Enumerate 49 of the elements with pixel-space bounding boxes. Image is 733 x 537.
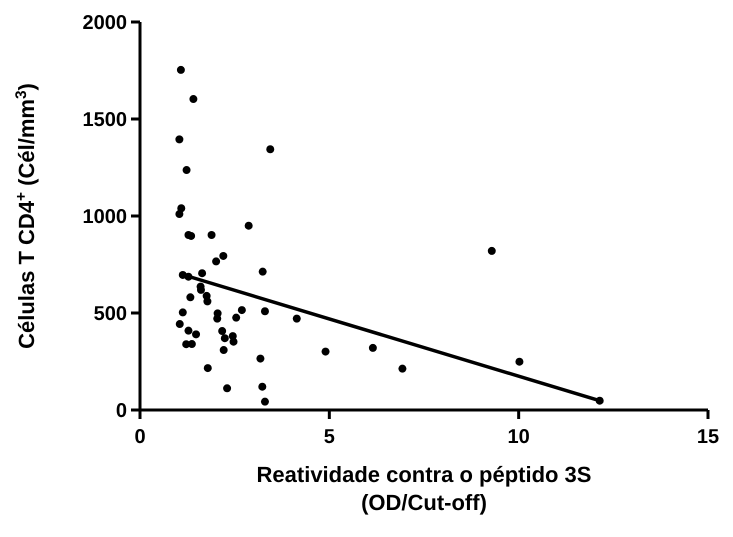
point [213,314,222,323]
point [368,344,377,352]
point [188,340,196,348]
point [176,320,184,328]
point [203,297,212,306]
point [322,348,330,356]
point [260,307,269,316]
point [176,66,185,74]
y-tick-label: 0 [116,400,127,422]
point [292,314,301,323]
point [175,210,184,218]
point [258,268,267,276]
point [256,354,264,363]
point [223,384,232,392]
x-tick-label: 5 [324,426,335,448]
point [232,314,240,322]
point [187,232,196,240]
point [184,326,192,335]
point [266,145,274,154]
x-tick-label: 15 [696,426,720,448]
point [218,327,226,336]
point [208,231,216,240]
point [220,346,228,354]
x-tick-label: 0 [134,426,146,448]
point [260,398,269,406]
point [192,330,200,338]
x-axis-title: Reatividade contra o péptido 3S (OD/Cut-off) [256,462,592,515]
x-tick-label: 10 [508,426,530,448]
point [258,382,266,391]
point [175,135,184,144]
point [515,358,524,366]
point [198,269,206,278]
point [230,338,238,346]
point [238,306,246,314]
y-tick-label: 1500 [82,109,127,131]
point [244,222,253,230]
point [220,334,229,342]
point [178,308,187,316]
point [182,166,191,174]
y-tick-label: 500 [94,303,127,325]
point [398,364,406,373]
point [189,95,198,104]
point [219,252,228,260]
y-tick-label: 1000 [82,206,127,228]
point [186,293,194,302]
point [488,246,496,255]
point [204,364,212,372]
point [212,257,220,266]
y-tick-label: 2000 [82,12,127,34]
